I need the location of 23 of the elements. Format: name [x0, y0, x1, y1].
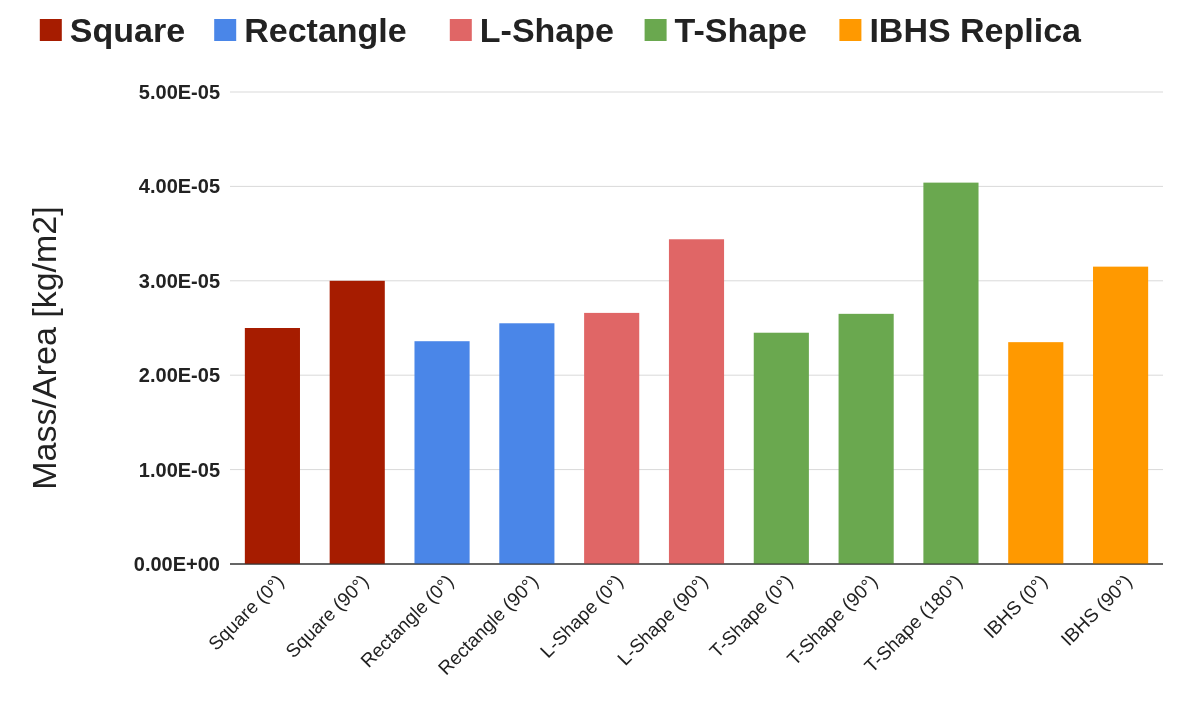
legend-label: L-Shape — [479, 11, 614, 49]
legend-label: Square — [69, 11, 186, 49]
y-tick-label: 2.00E-05 — [138, 364, 220, 387]
bar — [753, 332, 809, 564]
bar — [838, 313, 894, 564]
bar — [1008, 342, 1064, 564]
legend-label: IBHS Replica — [869, 11, 1083, 49]
bar — [329, 280, 385, 564]
bar — [414, 341, 470, 564]
bar — [584, 312, 640, 564]
y-tick-label: 4.00E-05 — [138, 175, 220, 198]
y-axis-title: Mass/Area [kg/m2] — [25, 206, 63, 490]
legend-label: T-Shape — [674, 11, 807, 49]
legend-label: Rectangle — [244, 11, 407, 49]
bar — [244, 328, 300, 564]
y-tick-label: 5.00E-05 — [138, 81, 220, 103]
y-tick-label: 0.00E+00 — [133, 553, 220, 575]
bar — [1093, 266, 1149, 564]
y-tick-label: 3.00E-05 — [138, 269, 220, 292]
bar — [668, 239, 725, 564]
y-tick-label: 1.00E-05 — [138, 458, 220, 481]
bar — [923, 182, 979, 564]
bar — [499, 323, 555, 564]
